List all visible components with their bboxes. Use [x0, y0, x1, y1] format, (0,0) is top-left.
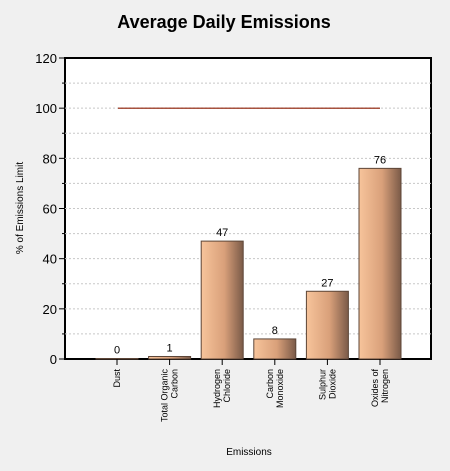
x-tick-label: Total Organic [160, 369, 170, 423]
x-tick-label: Dust [112, 369, 122, 388]
bar [148, 355, 192, 360]
x-axis-label: Emissions [226, 447, 272, 458]
x-tick-label-group: Sulphur Dioxide [317, 369, 337, 400]
x-tick-label: Monoxide [275, 369, 285, 408]
y-tick-label: 20 [43, 302, 57, 317]
x-tick-label: Oxides of [370, 369, 380, 408]
bar-value-label: 76 [374, 154, 386, 166]
bar [305, 290, 349, 360]
bar [95, 358, 139, 360]
y-axis-label: % of Emissions Limit [15, 162, 26, 254]
y-tick-label: 40 [43, 252, 57, 267]
bar [253, 338, 297, 360]
x-tick-label-group: Hydrogen Chloride [212, 369, 232, 408]
bars: 0 1 47 8 27 76 [95, 154, 402, 360]
bar-value-label: 47 [216, 227, 228, 239]
x-tick-label: Carbon [265, 369, 275, 399]
x-axis: Dust Total Organic Carbon Hydrogen Chloride C… [112, 359, 390, 422]
y-tick-label: 0 [50, 352, 57, 367]
y-tick-label: 120 [35, 51, 57, 66]
x-tick-label-group: Total Organic Carbon [160, 369, 180, 423]
y-tick-label: 80 [43, 151, 57, 166]
chart-title: Average Daily Emissions [117, 12, 330, 32]
x-tick-label: Hydrogen [212, 369, 222, 408]
x-tick-label: Carbon [170, 369, 180, 399]
bar-value-label: 0 [114, 345, 120, 357]
x-tick-label: Nitrogen [380, 369, 390, 403]
x-tick-label-group: Carbon Monoxide [265, 369, 285, 408]
bar-value-label: 8 [272, 325, 278, 337]
bar-value-label: 1 [167, 342, 173, 354]
y-tick-label: 100 [35, 101, 57, 116]
y-axis: 0 20 40 60 80 100 120 [35, 51, 65, 367]
x-tick-label: Sulphur [317, 369, 327, 400]
x-tick-label: Chloride [222, 369, 232, 403]
y-tick-label: 60 [43, 202, 57, 217]
x-tick-label-group: Dust [112, 369, 122, 388]
bar [200, 240, 244, 360]
bar-value-label: 27 [321, 277, 333, 289]
bar [358, 167, 402, 360]
x-tick-label-group: Oxides of Nitrogen [370, 369, 390, 408]
x-tick-label: Dioxide [327, 369, 337, 399]
